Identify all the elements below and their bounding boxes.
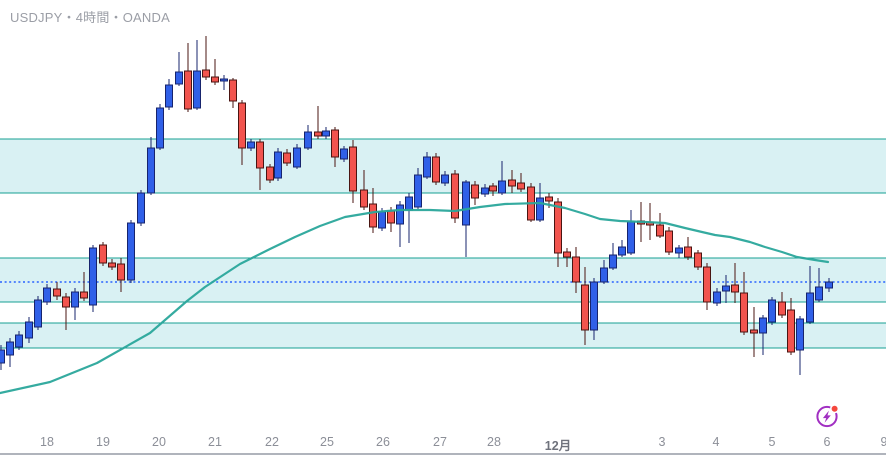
x-axis-label: 20 — [152, 435, 166, 449]
time-axis[interactable]: 18 19 20 21 22 25 26 27 28 12月 3 4 5 6 9 — [0, 432, 886, 454]
flash-icon — [816, 404, 840, 428]
axis-separator-line — [0, 453, 886, 455]
x-axis-label: 6 — [823, 435, 831, 449]
x-axis-label: 12月 — [544, 439, 572, 453]
candles-layer — [0, 36, 833, 375]
x-axis-label: 26 — [376, 435, 390, 449]
flash-ideas-button[interactable] — [812, 400, 844, 432]
x-axis-label: 25 — [320, 435, 334, 449]
x-axis-label: 3 — [658, 435, 666, 449]
x-axis-label: 18 — [40, 435, 54, 449]
x-axis-label: 21 — [208, 435, 222, 449]
x-axis-label: 19 — [96, 435, 110, 449]
moving-average-line — [0, 201, 830, 395]
x-axis-label: 27 — [433, 435, 447, 449]
x-axis-label: 4 — [712, 435, 720, 449]
x-axis-label: 5 — [768, 435, 776, 449]
symbol-title: USDJPY・4時間・OANDA — [10, 10, 170, 25]
x-axis-label: 9 — [880, 435, 886, 449]
x-axis-label: 28 — [487, 435, 501, 449]
x-axis-label: 22 — [265, 435, 279, 449]
